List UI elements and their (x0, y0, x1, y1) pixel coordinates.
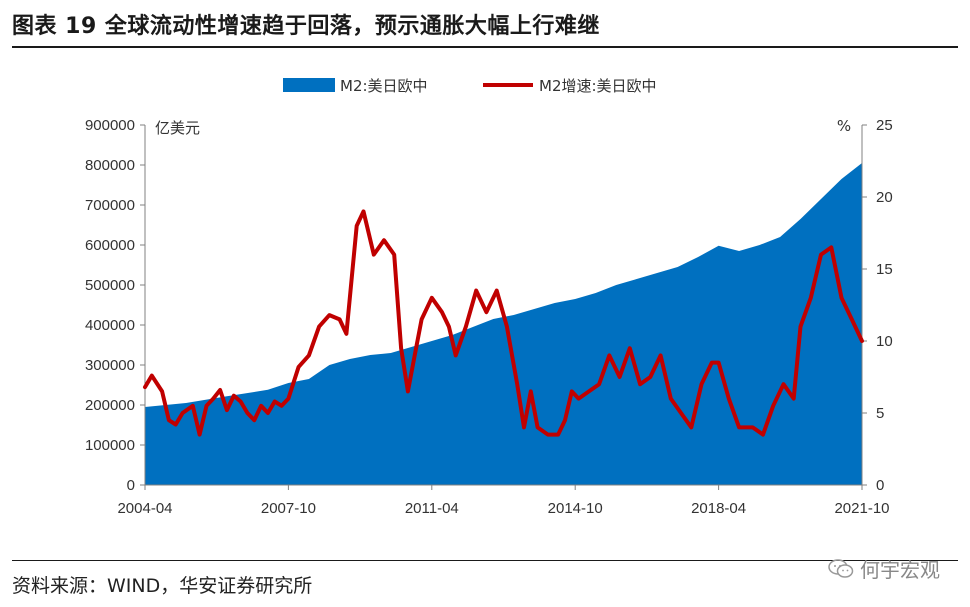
legend-swatch-m2 (283, 78, 335, 92)
right-axis-unit: % (837, 117, 851, 135)
legend-label-m2: M2:美日欧中 (340, 77, 428, 95)
m2-area-series (145, 163, 862, 485)
x-tick-label: 2004-04 (117, 500, 172, 517)
legend-label-m2-growth: M2增速:美日欧中 (539, 77, 657, 95)
m2-growth-line (143, 209, 864, 437)
x-tick-label: 2021-10 (834, 500, 889, 517)
footer-rule (12, 560, 958, 561)
chart: 0 100000 200000 300000 400000 500000 600000 700… (85, 77, 893, 517)
left-tick-label: 100000 (85, 437, 135, 454)
left-tick-label: 200000 (85, 397, 135, 414)
right-tick-label: 5 (876, 405, 884, 422)
left-tick-label: 400000 (85, 317, 135, 334)
legend: M2:美日欧中 M2增速:美日欧中 (283, 77, 657, 95)
right-tick-label: 25 (876, 117, 893, 134)
x-tick-label: 2007-10 (261, 500, 316, 517)
watermark-text: 何宇宏观 (860, 558, 940, 582)
x-tick-label: 2018-04 (691, 500, 746, 517)
left-tick-label: 500000 (85, 277, 135, 294)
left-tick-label: 600000 (85, 237, 135, 254)
right-tick-label: 20 (876, 189, 893, 206)
left-tick-label: 900000 (85, 117, 135, 134)
x-tick-label: 2011-04 (405, 500, 459, 517)
wechat-icon (828, 558, 854, 578)
m2-growth-line-series (143, 209, 864, 437)
left-tick-label: 800000 (85, 157, 135, 174)
source-note: 资料来源：WIND，华安证券研究所 (12, 575, 313, 597)
left-tick-label: 0 (127, 477, 135, 494)
watermark: 何宇宏观 (828, 554, 940, 583)
m2-area (145, 163, 862, 485)
left-tick-label: 700000 (85, 197, 135, 214)
right-tick-label: 15 (876, 261, 893, 278)
right-tick-label: 10 (876, 333, 893, 350)
x-tick-label: 2014-10 (548, 500, 603, 517)
chart-title: 图表 19 全球流动性增速趋于回落，预示通胀大幅上行难继 (12, 14, 600, 39)
left-tick-label: 300000 (85, 357, 135, 374)
axes: 0 100000 200000 300000 400000 500000 600000 700… (85, 117, 893, 517)
left-axis-unit: 亿美元 (155, 119, 200, 137)
title-rule (12, 46, 958, 48)
right-tick-label: 0 (876, 477, 884, 494)
